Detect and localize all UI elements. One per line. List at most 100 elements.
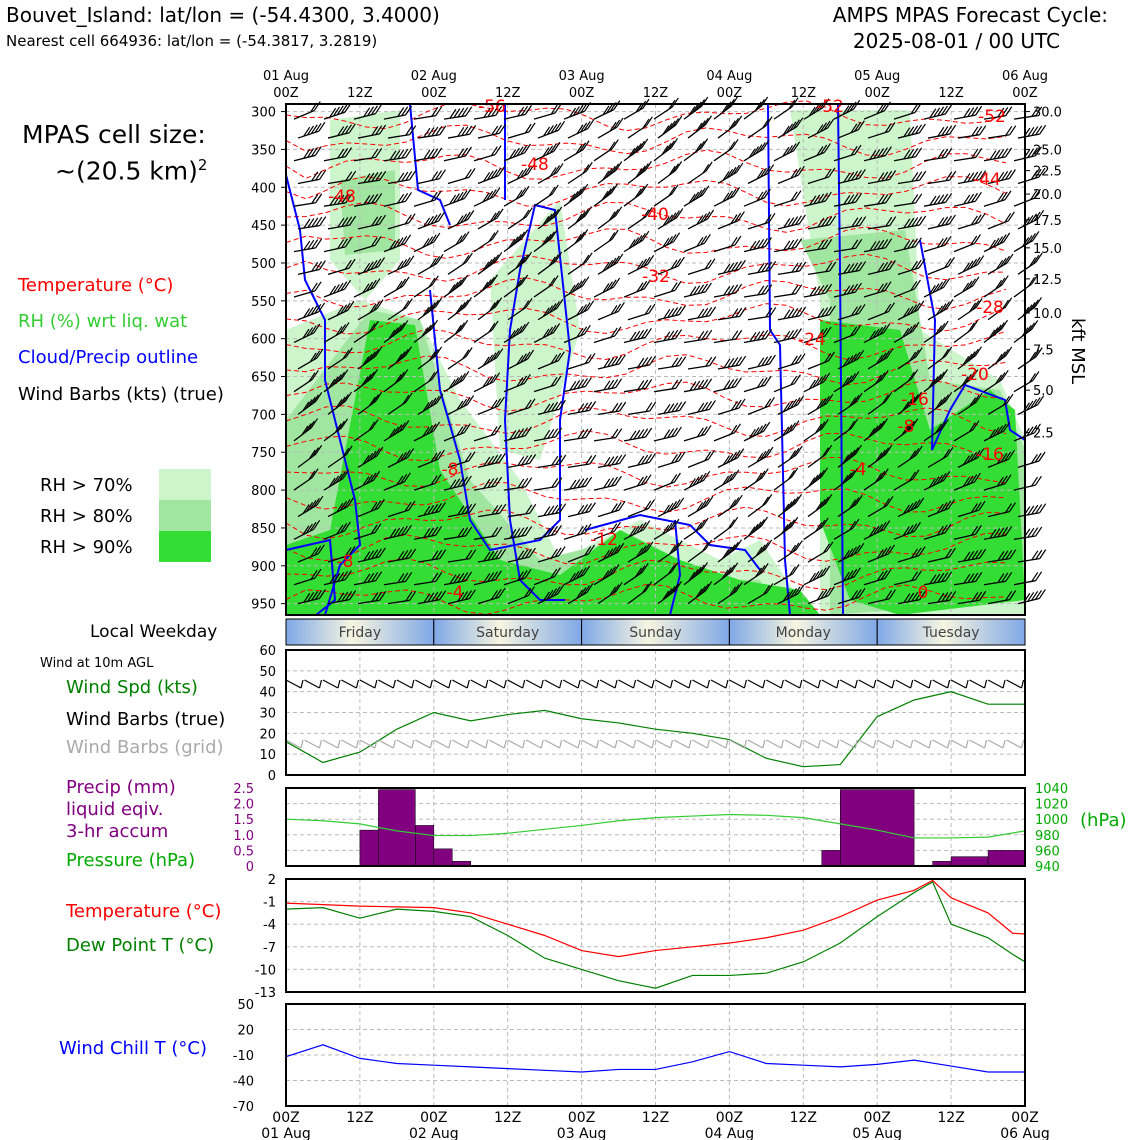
wind-barb xyxy=(387,255,415,275)
wind-barb xyxy=(293,193,323,207)
weekday-name: Friday xyxy=(339,625,381,641)
surface-wind-barb xyxy=(451,679,470,689)
rh80-area xyxy=(340,170,395,255)
bottom-hour-tick: 00Z xyxy=(863,1110,890,1126)
wind-barb xyxy=(953,234,981,253)
wind-barb xyxy=(357,346,383,370)
wind-barb xyxy=(923,471,951,491)
wind-barb xyxy=(353,571,383,586)
wind-barb xyxy=(897,497,925,518)
bottom-hour-tick: 00Z xyxy=(272,1110,299,1126)
wind-barb xyxy=(597,500,626,518)
wind-barb xyxy=(777,165,805,185)
wind-barb xyxy=(747,307,777,321)
wind-barb xyxy=(357,590,387,605)
grid-wind-barb xyxy=(987,739,1006,749)
temp-y-tick: -4 xyxy=(263,918,276,933)
surface-wind-barb xyxy=(525,679,544,689)
wind-barb xyxy=(537,503,567,518)
top-hour-tick: 12Z xyxy=(938,86,964,101)
grid-wind-barb xyxy=(913,739,932,749)
wind-barb xyxy=(507,207,533,230)
wind-barb xyxy=(923,320,949,344)
wind-barb xyxy=(537,251,563,275)
wind-barb xyxy=(293,323,321,344)
forecast-cycle-title: AMPS MPAS Forecast Cycle: xyxy=(832,3,1108,27)
cloud-outline xyxy=(285,538,337,616)
temperature-line xyxy=(285,879,1026,958)
wind-barb xyxy=(893,279,921,298)
wind-barb xyxy=(447,549,477,563)
windchill-y-tick: -40 xyxy=(233,1075,254,1090)
wind-barb xyxy=(837,169,866,185)
wind-barb xyxy=(297,589,326,605)
grid-wind-barb xyxy=(932,739,951,749)
wind-barb xyxy=(987,393,1014,415)
pressure-tick: 300 xyxy=(251,106,276,121)
wind-barb xyxy=(383,105,413,120)
temp-y-tick: -10 xyxy=(255,963,276,978)
wind-barb xyxy=(297,348,324,370)
bottom-date-tick: 03 Aug xyxy=(557,1126,607,1140)
wind-barb xyxy=(533,141,561,162)
wind-barb xyxy=(837,216,867,230)
wind-barb xyxy=(987,549,1017,563)
wind-barb xyxy=(777,584,805,605)
surface-wind-barb xyxy=(729,679,747,689)
wind-barb xyxy=(927,346,953,370)
surface-wind-barb xyxy=(1006,679,1025,689)
wind-barb xyxy=(623,230,650,253)
wind-barb xyxy=(657,208,684,230)
wind-barb xyxy=(983,369,1009,393)
wind-barb xyxy=(777,261,807,275)
wind-barb xyxy=(897,170,927,185)
surface-wind-barb xyxy=(655,679,674,689)
wind-barb xyxy=(927,214,956,230)
grid-wind-barb xyxy=(803,739,821,749)
weekday-cell xyxy=(581,618,730,646)
wind-barb xyxy=(653,184,679,207)
wind-barb xyxy=(893,147,923,162)
precip-bar xyxy=(433,848,453,867)
wind-barb xyxy=(293,568,322,586)
temperature-label: -32 xyxy=(642,267,670,287)
grid-wind-barb xyxy=(322,739,341,749)
wind-barb xyxy=(323,469,350,491)
wind-barb xyxy=(717,581,743,605)
wind-barb xyxy=(417,393,444,415)
wind-barb xyxy=(563,523,592,540)
wind-barb xyxy=(447,252,473,275)
wind-barb xyxy=(683,470,711,491)
wind-barb xyxy=(653,232,681,253)
rh90-area xyxy=(820,320,1025,615)
rh90-area xyxy=(286,320,820,615)
temp-legend: Temperature (°C) xyxy=(66,901,222,922)
legend-rh70-label: RH > 70% xyxy=(40,475,133,496)
wind-barb xyxy=(503,229,529,253)
temperature-label: -52 xyxy=(978,107,1006,127)
wind-barb xyxy=(627,401,657,416)
wind-y-tick: 40 xyxy=(259,686,276,701)
wind-barb xyxy=(953,472,981,491)
surface-wind-barb xyxy=(821,679,840,689)
grid-wind-barb xyxy=(655,739,674,749)
wind-barb xyxy=(387,590,417,605)
temperature-label: -52 xyxy=(816,97,844,117)
wind-barb xyxy=(447,395,475,415)
weekday-cell xyxy=(728,618,878,646)
wind-barb xyxy=(777,395,805,415)
wind-barb xyxy=(893,418,919,442)
wind-barb xyxy=(747,260,777,275)
surface-wind-barb xyxy=(544,679,563,689)
grid-wind-barb xyxy=(396,739,415,749)
wind-barb xyxy=(773,284,803,298)
wind-barb xyxy=(477,396,505,415)
wind-barb xyxy=(353,419,379,442)
wind-barb xyxy=(653,518,680,540)
grid-wind-barb xyxy=(433,739,452,749)
wind-barb xyxy=(447,451,476,468)
wind-barb xyxy=(383,572,413,586)
wind-barb xyxy=(927,446,954,468)
pressure-y-tick: 960 xyxy=(1035,844,1060,859)
